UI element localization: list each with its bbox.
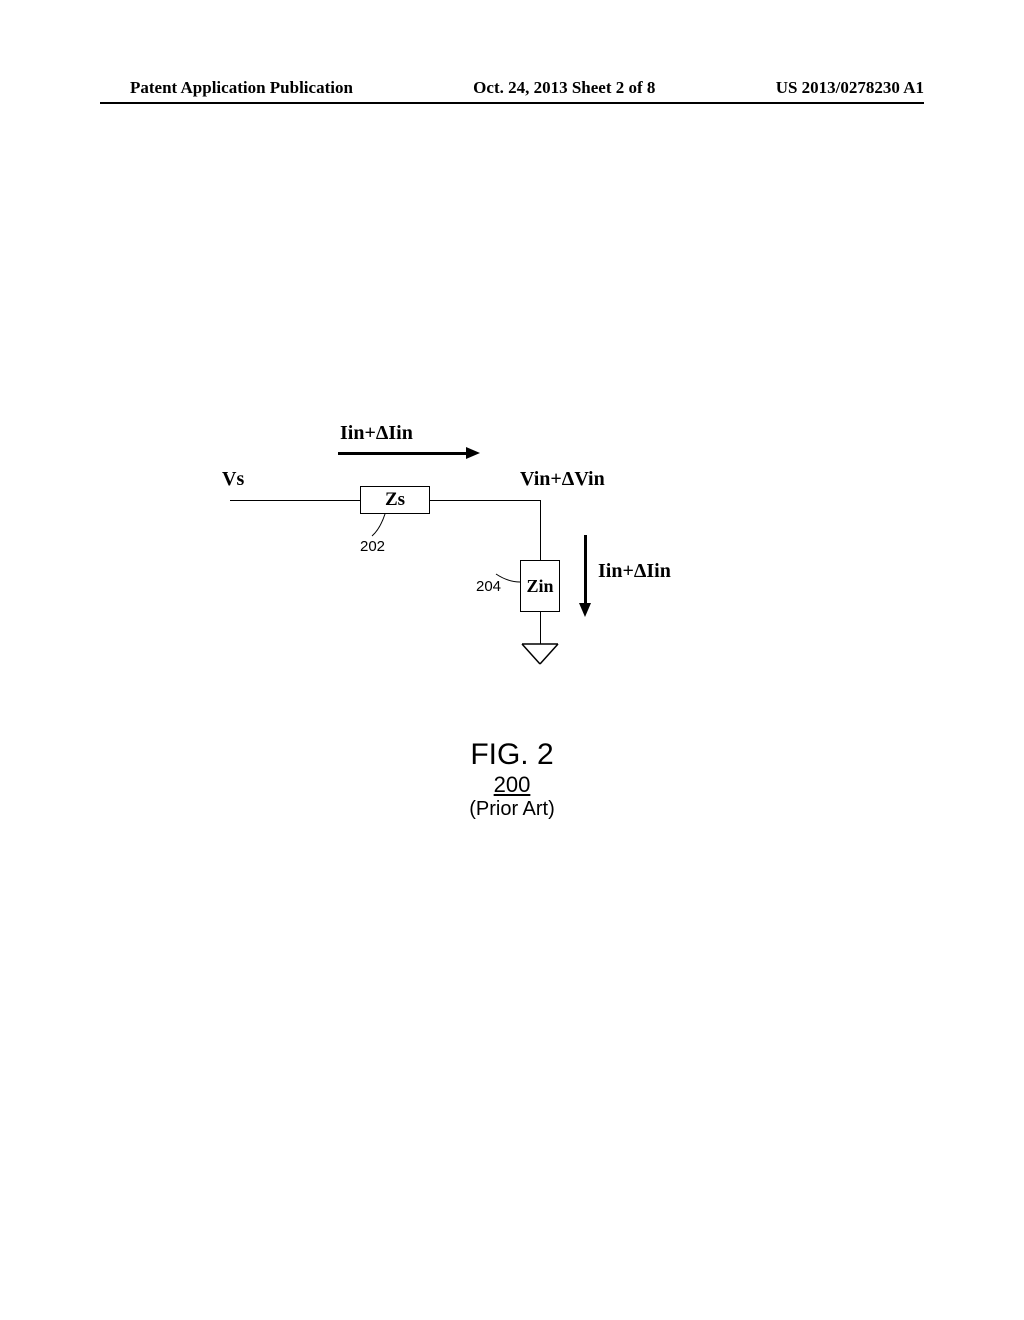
circuit-diagram: Vs Iin+ΔIin Zs 202 Vin+ΔVin Zin 204 xyxy=(220,430,780,750)
page-header: Patent Application Publication Oct. 24, … xyxy=(0,78,1024,98)
figure-caption: FIG. 2 200 (Prior Art) xyxy=(412,738,612,821)
zin-box: Zin xyxy=(520,560,560,612)
figure-title: FIG. 2 xyxy=(412,738,612,772)
zin-label: Zin xyxy=(526,576,553,597)
ref-zin: 204 xyxy=(476,578,501,595)
zs-label: Zs xyxy=(385,489,405,511)
iin-right-arrow-shaft xyxy=(584,535,587,605)
header-rule xyxy=(100,102,924,104)
figure-subtitle: (Prior Art) xyxy=(412,798,612,821)
iin-top-arrow-head xyxy=(466,447,480,459)
vs-label: Vs xyxy=(222,468,244,491)
ground-icon xyxy=(520,642,560,668)
wire-vs-to-zs xyxy=(230,500,360,501)
header-center: Oct. 24, 2013 Sheet 2 of 8 xyxy=(473,78,655,98)
iin-right-label: Iin+ΔIin xyxy=(598,560,671,583)
wire-zs-to-node xyxy=(430,500,540,501)
header-right: US 2013/0278230 A1 xyxy=(776,78,924,98)
iin-top-arrow-shaft xyxy=(338,452,468,455)
zs-box: Zs xyxy=(360,486,430,514)
header-left: Patent Application Publication xyxy=(130,78,353,98)
ref-zs: 202 xyxy=(360,538,385,555)
figure-number: 200 xyxy=(412,772,612,798)
iin-right-arrow-head xyxy=(579,603,591,617)
iin-top-label: Iin+ΔIin xyxy=(340,422,413,445)
wire-node-to-zin xyxy=(540,500,541,560)
vin-label: Vin+ΔVin xyxy=(520,468,605,491)
wire-zin-to-gnd xyxy=(540,612,541,644)
page: Patent Application Publication Oct. 24, … xyxy=(0,0,1024,1320)
